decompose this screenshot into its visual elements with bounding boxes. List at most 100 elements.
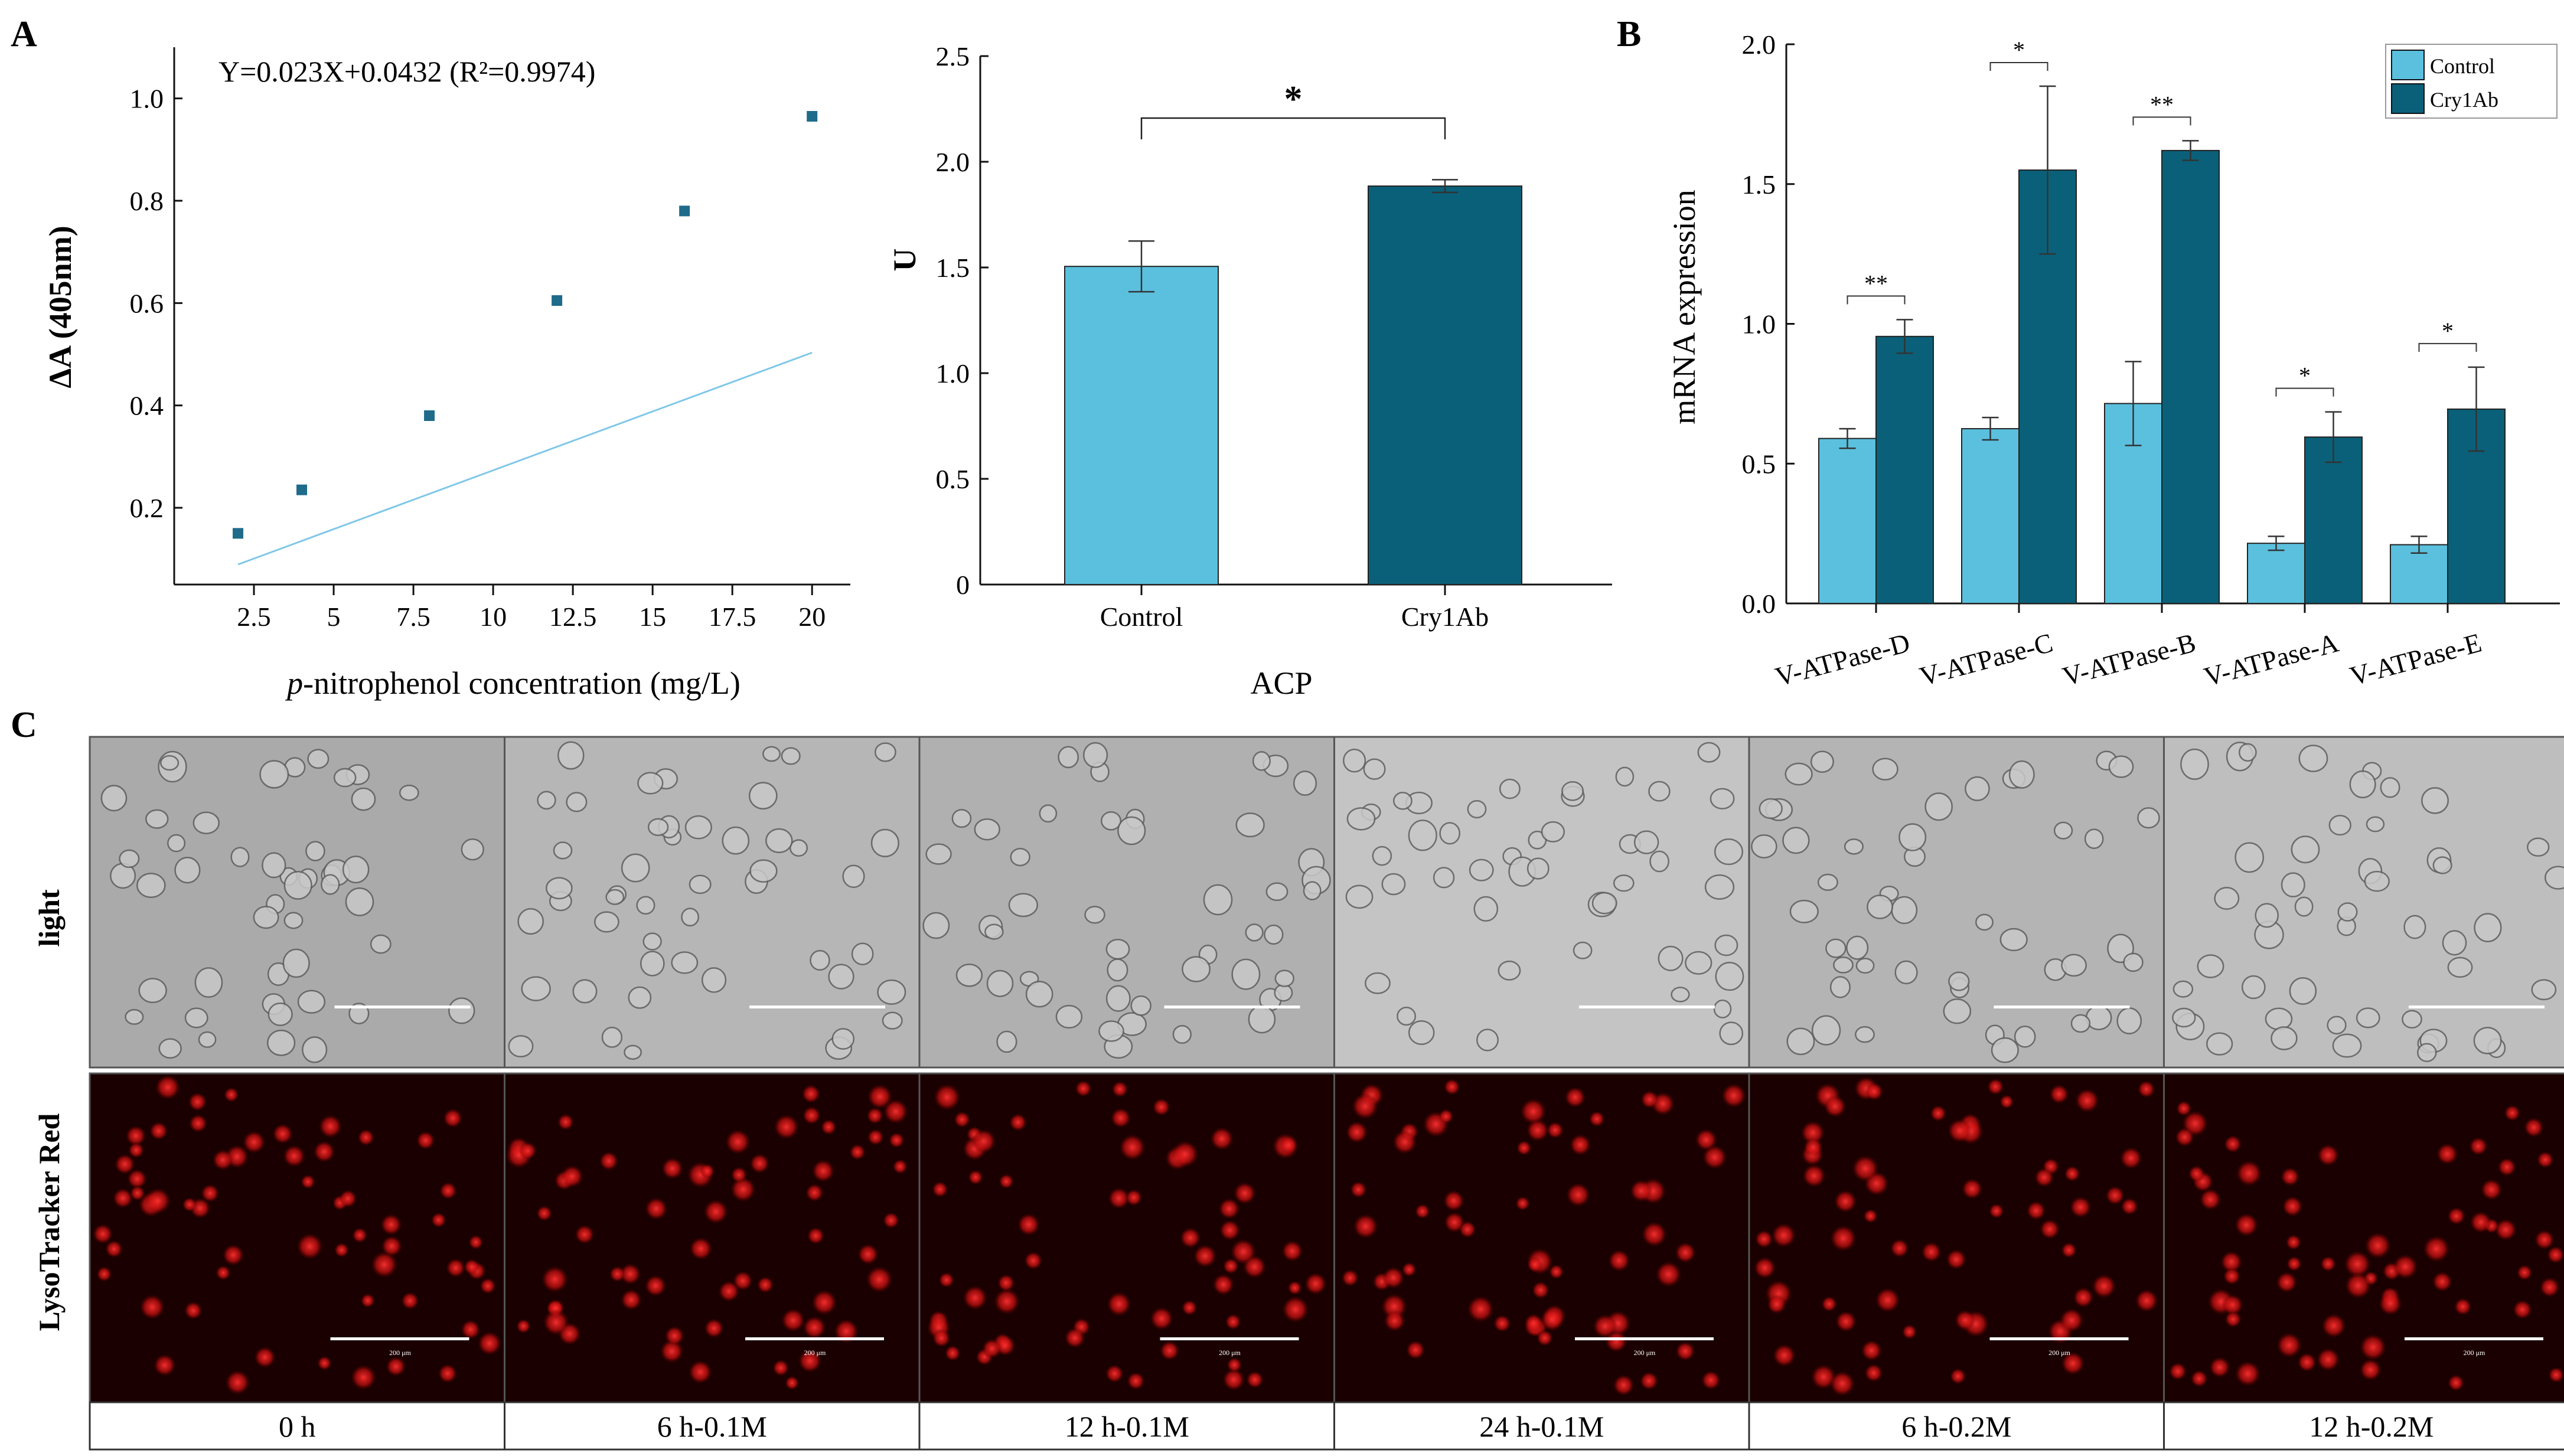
cell-outline: [2172, 1007, 2196, 1028]
fluorescent-cell: [1593, 1314, 1617, 1339]
cell-outline: [1898, 823, 1927, 851]
fluorescent-cell: [301, 1174, 315, 1189]
fluorescent-cell: [749, 1153, 770, 1174]
fluorescent-cell: [1930, 1105, 1947, 1122]
cell-outline: [262, 852, 286, 879]
cell-outline: [1010, 847, 1030, 867]
vat-category-label: V-ATPase-B: [2059, 627, 2198, 691]
cell-outline: [689, 874, 712, 895]
fluorescent-cell: [785, 1376, 800, 1390]
cell-outline: [925, 843, 952, 865]
cell-outline: [2123, 952, 2144, 972]
fluorescent-cell: [1549, 1264, 1564, 1279]
panel-letter-c: C: [11, 705, 37, 745]
fluorescent-cell: [944, 1345, 961, 1362]
cell-outline: [1264, 924, 1284, 945]
cell-outline: [637, 772, 664, 795]
fluorescent-cell: [222, 1244, 244, 1266]
fluorescent-cell: [1695, 1128, 1717, 1151]
std-fit-line: [237, 351, 813, 566]
vat-bar-cry1ab: [2161, 149, 2220, 604]
fluorescent-cell: [2285, 1234, 2302, 1251]
cell-outline: [100, 785, 128, 812]
fluorescent-cell: [338, 1189, 357, 1208]
cell-outline: [955, 963, 983, 987]
acp-ytick-label: 0.5: [936, 464, 970, 494]
fluorescent-cell: [1017, 1213, 1040, 1236]
cell-outline: [2474, 913, 2502, 942]
fluorescent-cell: [2481, 1178, 2503, 1200]
fluorescent-cell: [93, 1223, 113, 1244]
cell-outline: [621, 853, 650, 883]
fluorescent-cell: [664, 1326, 684, 1346]
cell-outline: [1648, 781, 1671, 802]
cell-outline: [302, 1036, 328, 1063]
fluorescent-cell: [1802, 1164, 1826, 1188]
fluorescent-cell: [139, 1294, 165, 1320]
cell-outline: [1948, 971, 1970, 991]
cell-outline: [1248, 1005, 1276, 1034]
fluorescent-cell: [2320, 1256, 2336, 1272]
fluorescent-cell: [1226, 1357, 1242, 1373]
cell-outline: [642, 932, 662, 951]
fluorescent-cell: [963, 1285, 988, 1310]
condition-label: 12 h-0.1M: [1065, 1410, 1189, 1443]
acp-ytick-label: 1.0: [936, 358, 970, 389]
cell-outline: [297, 990, 326, 1014]
fluorescent-cell: [2209, 1356, 2230, 1378]
fluorescent-cell: [2344, 1272, 2371, 1299]
std-ytick-label: 0.6: [130, 288, 164, 318]
cell-outline: [1469, 858, 1494, 882]
cell-outline: [2008, 760, 2035, 789]
cell-outline: [198, 1031, 217, 1048]
acp-bar-cry1ab: [1368, 185, 1522, 586]
fluorescent-cell: [1246, 1370, 1264, 1389]
microscopy-grid: light LysoTracker Red 200 μm 0 h 200 μm 6 h…: [32, 736, 2564, 1451]
fluorescent-cell: [993, 1288, 1020, 1315]
fluorescent-cell: [1640, 1090, 1659, 1109]
cell-outline: [1393, 792, 1413, 810]
fluorescent-cell: [971, 1129, 996, 1154]
fluorescent-cell: [155, 1075, 181, 1100]
cell-outline: [2271, 1026, 2298, 1050]
acp-ytick-label: 2.0: [936, 147, 970, 177]
v-atpase-chart: 0.00.51.01.52.0 V-ATPase-D V-ATPase-C V-AT…: [1666, 30, 2560, 692]
cell-outline: [1846, 935, 1869, 960]
cell-outline: [1343, 748, 1366, 773]
cell-outline: [1924, 792, 1953, 821]
cell-outline: [158, 1038, 182, 1059]
fluorescent-cell: [1540, 1307, 1564, 1331]
fluorescent-cell: [430, 1212, 446, 1228]
cell-outline: [2265, 1007, 2293, 1030]
fluorescent-cell: [2547, 1246, 2564, 1264]
cell-outline: [2356, 1007, 2380, 1029]
cell-outline: [2531, 979, 2557, 1001]
fluorescent-cell: [2224, 1311, 2242, 1328]
condition-caption-cell: [918, 1401, 1335, 1451]
cell-outline: [517, 908, 544, 935]
cell-outline: [193, 811, 220, 834]
fluorescent-cell: [216, 1265, 231, 1281]
cell-outline: [2289, 977, 2317, 1005]
fluorescent-cell: [112, 1188, 133, 1209]
acp-ytick-label: 1.5: [936, 253, 970, 283]
cell-outline: [267, 1029, 296, 1056]
fluorescent-cell: [807, 1227, 825, 1245]
fluorescent-cell: [1641, 1221, 1668, 1247]
fluorescent-cell: [446, 1258, 466, 1278]
cell-outline: [951, 809, 972, 828]
cell-outline: [2421, 787, 2449, 814]
cell-outline: [557, 741, 585, 770]
fluorescent-cell: [599, 1151, 619, 1171]
fluorescent-cell: [2064, 1166, 2080, 1182]
fluorescent-cell: [756, 1276, 774, 1294]
fluorescent-cell: [557, 1114, 574, 1131]
fluorescent-cell: [96, 1266, 112, 1282]
fluorescent-cell: [660, 1339, 684, 1363]
fluorescent-cell: [127, 1168, 147, 1189]
cell-outline: [2053, 821, 2073, 840]
fluorescent-scale-label: 200 μm: [389, 1349, 411, 1357]
fluorescent-cell: [704, 1318, 724, 1339]
vat-significance-mark: *: [2299, 363, 2311, 389]
fluorescent-cell: [1520, 1098, 1547, 1125]
